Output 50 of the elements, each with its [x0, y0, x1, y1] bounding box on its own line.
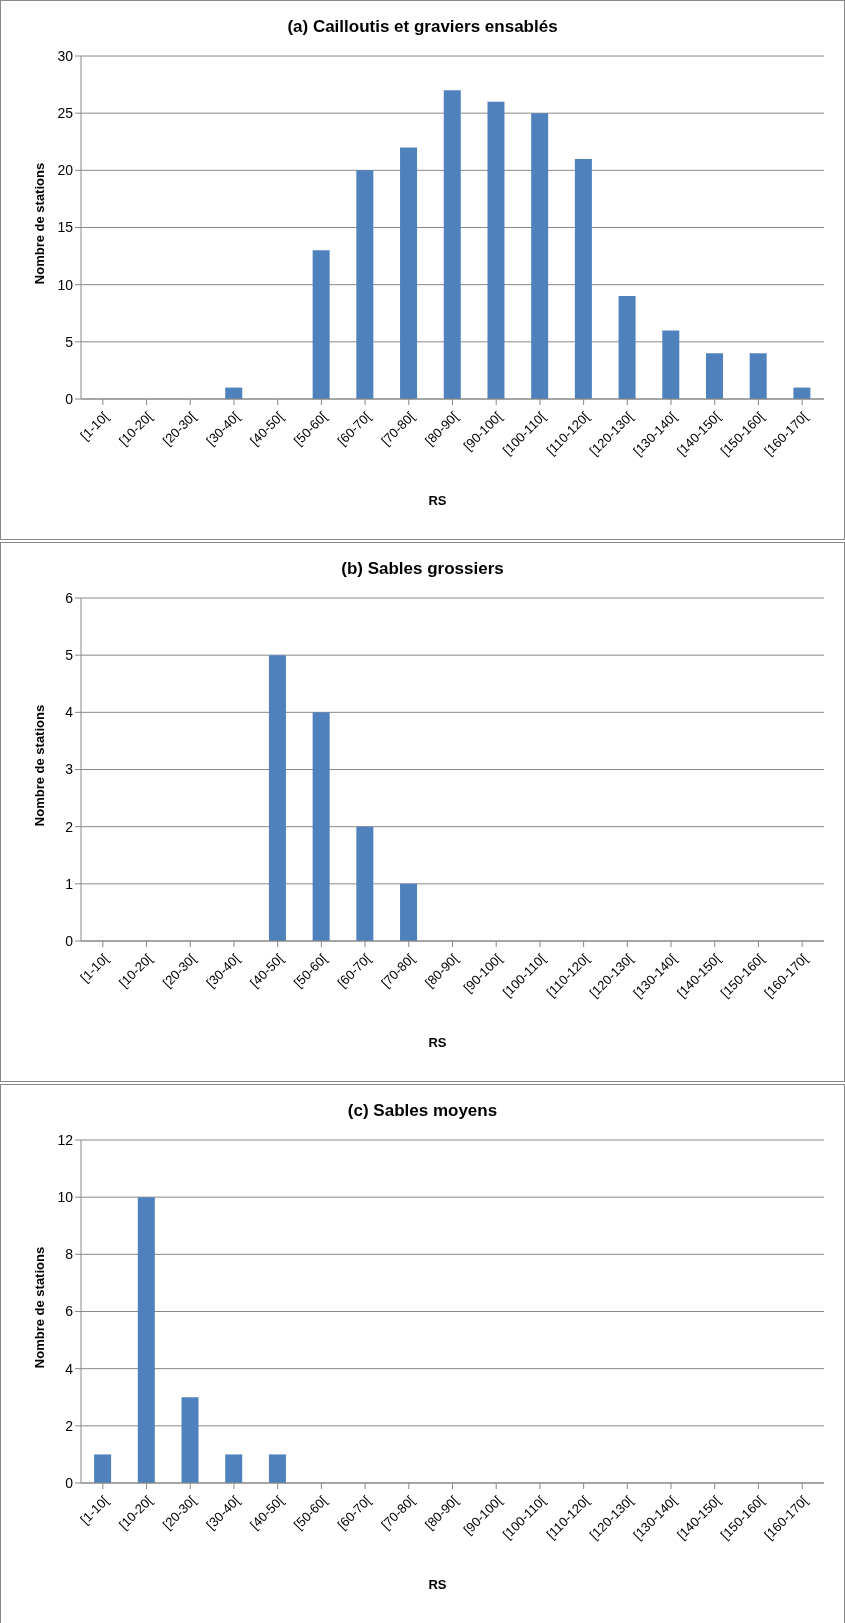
bar — [400, 883, 418, 941]
bar — [268, 655, 286, 941]
y-tick-label: 25 — [57, 105, 74, 122]
y-axis-title: Nombre de stations — [31, 1246, 47, 1369]
chart-title: (a) Cailloutis et graviers ensablés — [286, 17, 559, 37]
y-tick-label: 4 — [65, 704, 74, 721]
bar — [137, 1197, 155, 1483]
y-tick-label: 6 — [65, 1303, 74, 1320]
y-tick-label: 30 — [57, 47, 74, 64]
bar — [749, 353, 767, 399]
y-tick-label: 10 — [57, 1189, 74, 1206]
chart-title: (b) Sables grossiers — [340, 559, 505, 579]
x-axis-title: RS — [427, 1577, 448, 1592]
y-tick-label: 5 — [65, 647, 74, 664]
x-axis-title: RS — [427, 1035, 448, 1050]
bar — [705, 353, 723, 399]
y-tick-label: 20 — [57, 162, 74, 179]
bar — [225, 1454, 243, 1483]
y-tick-label: 2 — [65, 818, 74, 835]
bar — [268, 1454, 286, 1483]
y-tick-label: 0 — [65, 390, 74, 407]
bar — [400, 147, 418, 399]
bar — [312, 712, 330, 941]
bar — [312, 250, 330, 399]
y-tick-label: 5 — [65, 333, 74, 350]
y-tick-label: 12 — [57, 1131, 74, 1148]
y-axis-title: Nombre de stations — [31, 704, 47, 827]
bar — [487, 101, 505, 399]
y-tick-label: 10 — [57, 276, 74, 293]
y-tick-label: 6 — [65, 589, 74, 606]
bar — [94, 1454, 112, 1483]
bar — [662, 330, 680, 399]
chart-title: (c) Sables moyens — [346, 1101, 499, 1121]
x-axis-title: RS — [427, 493, 448, 508]
y-tick-label: 0 — [65, 932, 74, 949]
bar — [531, 113, 549, 399]
bar — [356, 170, 374, 399]
y-tick-label: 15 — [57, 219, 74, 236]
bar — [574, 158, 592, 399]
bar — [356, 826, 374, 941]
bar — [181, 1397, 199, 1483]
bar — [443, 90, 461, 399]
y-tick-label: 1 — [65, 875, 74, 892]
y-tick-label: 2 — [65, 1417, 74, 1434]
bar — [618, 296, 636, 399]
y-tick-label: 8 — [65, 1246, 74, 1263]
y-tick-label: 4 — [65, 1360, 74, 1377]
y-tick-label: 0 — [65, 1474, 74, 1491]
y-axis-title: Nombre de stations — [31, 162, 47, 285]
y-tick-label: 3 — [65, 761, 74, 778]
